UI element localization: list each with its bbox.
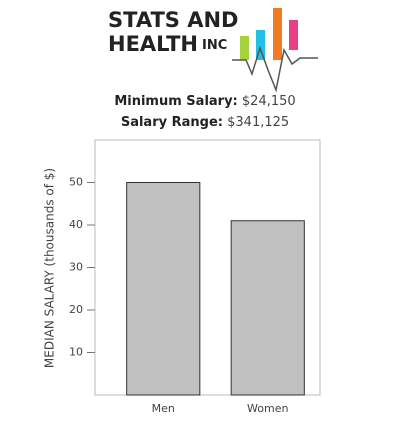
bar: [126, 182, 201, 396]
summary-line: Salary Range: $341,125: [121, 115, 289, 130]
logo-line2: HEALTH INC: [108, 32, 227, 56]
logo: STATS AND HEALTH INC: [108, 8, 318, 93]
logo-line1: STATS AND: [108, 8, 238, 32]
logo-bar: [240, 36, 249, 60]
x-tick-label: Women: [247, 402, 288, 415]
summary-value: $24,150: [242, 94, 296, 109]
logo-pulse: [232, 45, 318, 93]
logo-bar: [256, 30, 265, 60]
bar: [230, 220, 305, 396]
logo-word: HEALTH: [108, 32, 198, 56]
summary-line: Minimum Salary: $24,150: [114, 94, 295, 109]
x-tick-label: Men: [152, 402, 175, 415]
summary-label: Minimum Salary:: [114, 94, 237, 109]
logo-bar: [289, 20, 298, 50]
y-tick-label: 40: [69, 218, 83, 231]
y-tick-label: 30: [69, 261, 83, 274]
logo-suffix: INC: [202, 38, 227, 53]
summary-label: Salary Range:: [121, 115, 223, 130]
logo-bar: [273, 8, 282, 60]
summary-value: $341,125: [227, 115, 289, 130]
y-tick-label: 20: [69, 303, 83, 316]
y-tick-label: 50: [69, 176, 83, 189]
y-axis-label: MEDIAN SALARY (thousands of $): [43, 168, 57, 368]
y-tick-label: 10: [69, 346, 83, 359]
